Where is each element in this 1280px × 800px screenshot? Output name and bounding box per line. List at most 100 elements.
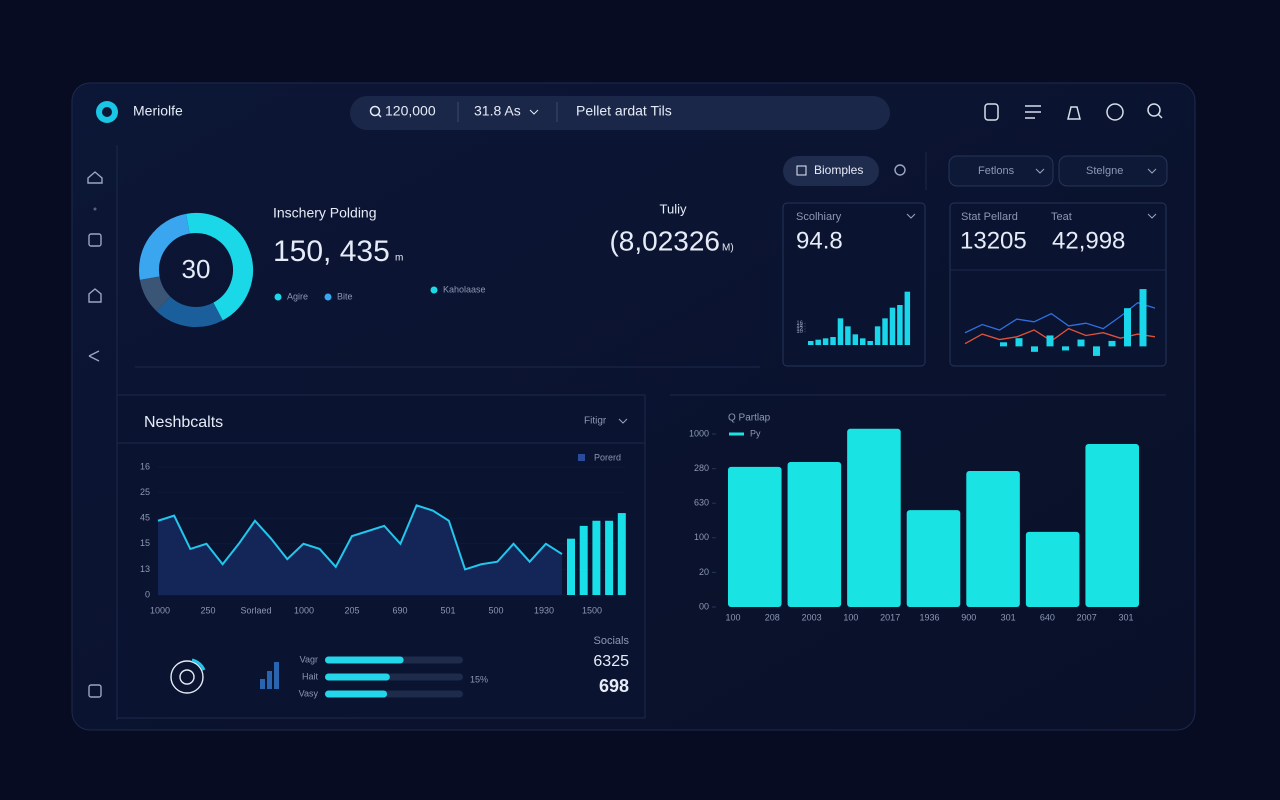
placeholder[interactable]: Pellet ardat Tils: [576, 103, 672, 119]
panel-filter[interactable]: Fitigr: [584, 416, 607, 427]
bar: [1124, 308, 1131, 347]
x-tick-label: 1000: [150, 605, 170, 615]
y-tick-label: 16: [796, 321, 803, 327]
bar: [1077, 339, 1085, 347]
y-tick-label: 20: [699, 567, 709, 577]
filter-button-label[interactable]: Fetlons: [978, 165, 1015, 177]
progress-label: Hait: [302, 671, 319, 681]
panel-title: Neshbcalts: [144, 414, 223, 431]
search-icon: [377, 113, 382, 118]
x-tick-label: 205: [344, 605, 359, 615]
legend-dot: [274, 293, 282, 301]
nav-settings[interactable]: [88, 684, 102, 698]
progress-label: Vasy: [299, 688, 319, 698]
total-unit: M): [722, 243, 734, 254]
filter[interactable]: 31.8 As: [474, 103, 521, 119]
search-text[interactable]: 120,000: [385, 103, 436, 119]
bar: [906, 510, 961, 607]
y-tick-label: 12: [796, 327, 803, 333]
bar: [845, 326, 851, 345]
area-fill: [158, 505, 562, 595]
x-tick-label: 100: [843, 612, 858, 622]
icon-alert[interactable]: [1106, 103, 1124, 121]
total-value: (8,02326: [609, 225, 720, 256]
progress-fill: [325, 690, 388, 698]
nav-home[interactable]: [87, 171, 103, 184]
chevron: [1035, 168, 1045, 174]
progress-note: 15%: [470, 674, 488, 684]
filter-button[interactable]: [948, 155, 1054, 187]
progress-fill: [325, 656, 404, 664]
bar: [808, 341, 814, 345]
y-tick-label: 00: [699, 601, 709, 611]
bar: [1062, 346, 1069, 351]
note-dot: [430, 286, 438, 294]
bar: [904, 291, 911, 345]
x-tick-label: 100: [725, 612, 740, 622]
donut-segment: [139, 275, 171, 312]
legend-dot: [324, 293, 332, 301]
card-title: Scolhiary: [796, 211, 842, 223]
icon-menu[interactable]: [1025, 105, 1041, 119]
card-title: Teat: [1051, 211, 1072, 223]
social-value: 698: [599, 676, 629, 696]
summary-title: Inschery Polding: [273, 205, 377, 221]
note: Kaholaase: [443, 284, 486, 294]
x-tick-label: 2017: [880, 612, 900, 622]
summary-unit: m: [395, 253, 403, 264]
filter-button[interactable]: [1058, 155, 1168, 187]
social-title: Socials: [594, 635, 630, 647]
y-tick-label: 630: [694, 498, 709, 508]
x-tick-label: 1930: [534, 605, 554, 615]
button-icon: [796, 165, 807, 176]
x-tick-label: 1500: [582, 605, 602, 615]
nav-house[interactable]: [88, 288, 102, 303]
y-tick-label: 15: [140, 538, 150, 548]
primary-button-label[interactable]: Biomples: [814, 163, 863, 177]
bar: [897, 305, 903, 345]
summary-value: 150, 435: [273, 235, 390, 268]
social-icon: [267, 671, 272, 689]
icon-search[interactable]: [1147, 103, 1161, 117]
bar: [867, 341, 873, 345]
bar: [822, 338, 829, 345]
brand-logo-inner: [102, 107, 112, 117]
progress-fill: [325, 673, 390, 681]
donut-segment: [139, 213, 191, 280]
donut-segment: [186, 213, 253, 321]
bar: [882, 318, 888, 345]
x-tick-label: Sorlaed: [240, 605, 271, 615]
toolbar-search[interactable]: [894, 164, 906, 176]
chevron: [1147, 168, 1157, 174]
line: [964, 327, 1156, 345]
bar: [1025, 531, 1080, 607]
x-tick-label: 500: [488, 605, 503, 615]
bar: [592, 520, 601, 595]
chevron: [906, 213, 916, 219]
search-bar[interactable]: [350, 96, 890, 130]
primary-button[interactable]: [783, 156, 879, 186]
nav-calendar[interactable]: [88, 233, 102, 247]
icon-doc[interactable]: [984, 103, 999, 121]
bar: [852, 334, 859, 345]
filter-button-label[interactable]: Stelgne: [1086, 165, 1123, 177]
y-tick-label: 16: [140, 461, 150, 471]
bar: [579, 525, 588, 595]
card-title: Stat Pellard: [961, 211, 1018, 223]
bar: [847, 428, 901, 607]
bar: [1108, 340, 1116, 347]
bar: [605, 520, 614, 595]
brand: Meriolfe: [133, 103, 183, 119]
y-tick-label: 100: [694, 532, 709, 542]
bar: [1085, 444, 1139, 607]
social-logo: [179, 669, 195, 685]
total-label: Tuliy: [660, 201, 687, 216]
icon-user[interactable]: [1067, 106, 1081, 120]
card-value: 94.8: [796, 227, 843, 254]
chevron: [1147, 213, 1157, 219]
bar: [1015, 338, 1023, 347]
bar: [966, 471, 1020, 607]
bar: [787, 462, 842, 607]
bar: [830, 337, 836, 345]
nav-share[interactable]: [88, 350, 100, 362]
